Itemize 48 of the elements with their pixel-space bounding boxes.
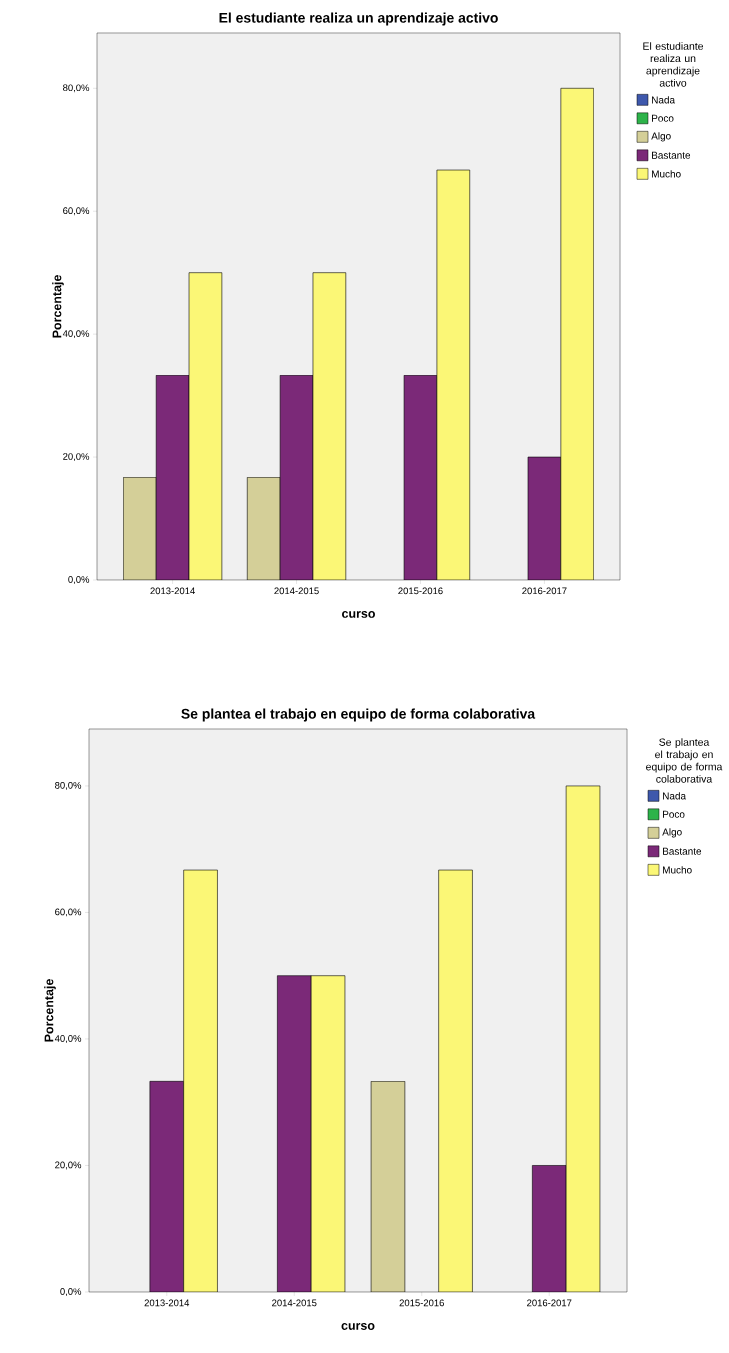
bar xyxy=(403,375,438,580)
chart-title: El estudiante realiza un aprendizaje activo xyxy=(219,12,498,26)
y-tick-label: 0,0% xyxy=(68,576,90,584)
bar xyxy=(527,456,562,580)
legend-label: Bastante xyxy=(663,847,702,855)
x-tick-label: 2013-2014 xyxy=(150,587,195,595)
bar xyxy=(312,272,347,580)
bar xyxy=(438,869,473,1292)
bar xyxy=(155,375,190,580)
y-tick-label: 20,0% xyxy=(55,1161,82,1170)
x-tick-label: 2015-2016 xyxy=(399,1299,444,1307)
legend-label: Poco xyxy=(652,114,674,122)
y-tick-label: 60,0% xyxy=(55,908,82,917)
legend-label: Nada xyxy=(652,96,676,104)
y-tick-label: 40,0% xyxy=(62,330,90,339)
y-tick-label: 80,0% xyxy=(63,84,90,93)
y-tick-label: 40,0% xyxy=(54,1035,82,1043)
x-tick-label: 2016-2017 xyxy=(522,587,567,595)
chart-title: Se plantea el trabajo en equipo de forma colaborativa xyxy=(181,708,536,722)
x-axis-title: curso xyxy=(342,611,375,618)
x-axis-title: curso xyxy=(341,1323,375,1330)
y-tick-label: 20,0% xyxy=(63,453,90,461)
bar xyxy=(183,869,218,1292)
legend-label: Bastante xyxy=(652,151,691,159)
legend-title: Se plantea el trabajo en equipo de forma colaborativa xyxy=(646,738,723,783)
bar xyxy=(310,975,346,1292)
legend-label: Mucho xyxy=(663,866,692,874)
bar xyxy=(188,272,223,580)
bar xyxy=(279,375,314,580)
y-tick-label: 80,0% xyxy=(55,782,82,790)
bar xyxy=(560,87,594,580)
y-tick-label: 0,0% xyxy=(60,1288,82,1296)
x-tick-label: 2015-2016 xyxy=(398,587,443,595)
legend-label: Nada xyxy=(663,792,687,800)
x-tick-label: 2013-2014 xyxy=(144,1299,190,1307)
x-tick-label: 2014-2015 xyxy=(274,587,319,595)
bar xyxy=(565,785,601,1292)
legend-label: Algo xyxy=(651,132,671,142)
x-tick-label: 2014-2015 xyxy=(272,1299,317,1307)
legend-label: Poco xyxy=(663,810,685,818)
legend-label: Mucho xyxy=(652,170,681,178)
y-axis-title: Porcentaje xyxy=(52,275,64,338)
y-axis-title: Porcentaje xyxy=(44,979,56,1042)
y-tick-label: 60,0% xyxy=(63,207,90,216)
x-tick-label: 2016-2017 xyxy=(527,1299,572,1307)
bar xyxy=(436,169,471,580)
legend-label: Algo xyxy=(662,828,682,838)
legend-title: El estudiante realiza un aprendizaje activo xyxy=(643,42,704,87)
